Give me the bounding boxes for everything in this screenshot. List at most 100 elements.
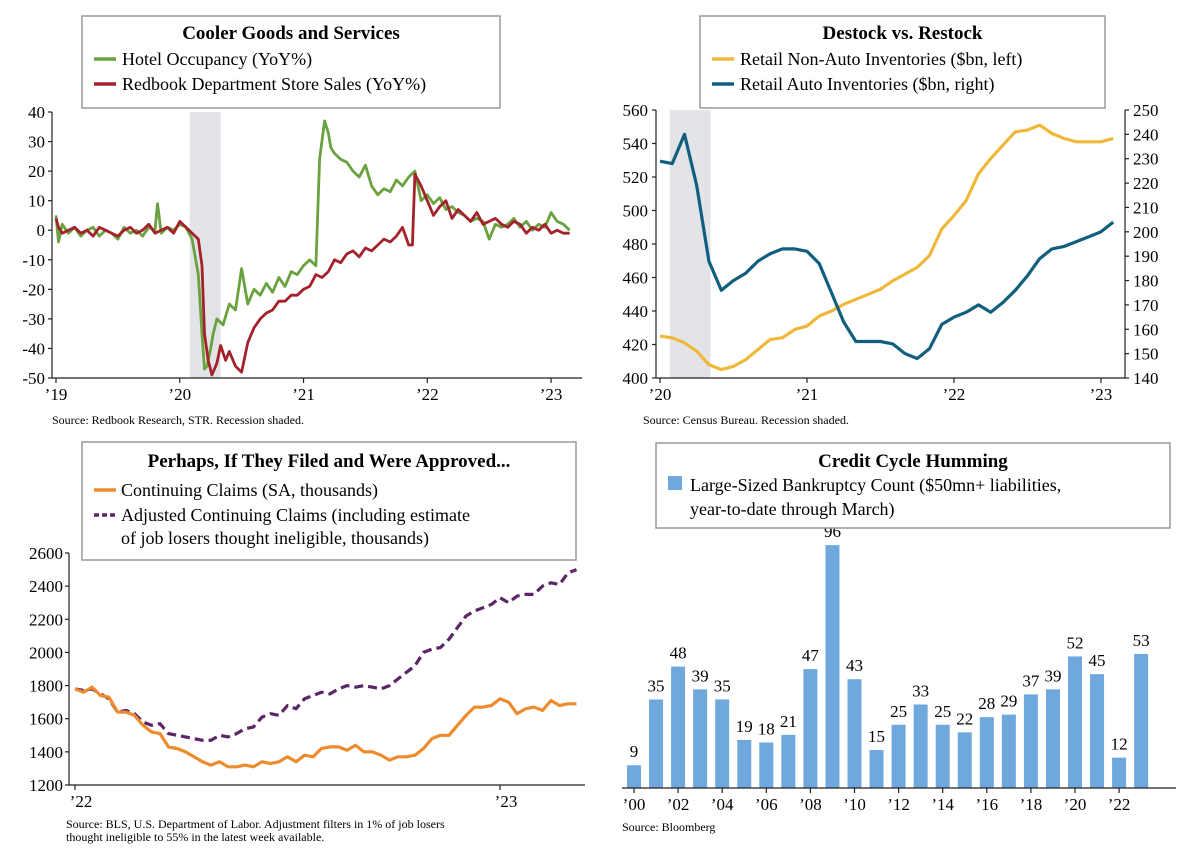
y-tick-label: 40 xyxy=(28,103,45,122)
chart-panel-goods-services: 40 30 20 10 0 -10 -20 -30 -40 -50’19 ’20 ’21 ’22 ’23 C… xyxy=(22,15,582,427)
bar-value-label: 53 xyxy=(1133,631,1150,650)
legend-label: year-to-date through March) xyxy=(690,499,895,520)
bar-value-label: 47 xyxy=(802,646,820,665)
y-tick-label: 2000 xyxy=(29,643,63,662)
x-tick-label: ’20 xyxy=(1064,795,1087,814)
bar xyxy=(715,699,730,788)
y-tick-label-right: 180 xyxy=(1133,272,1159,291)
legend-label-line: Adjusted Continuing Claims (including es… xyxy=(121,505,470,526)
x-tick-label: ’16 xyxy=(975,795,998,814)
bar xyxy=(979,717,994,788)
source-note: Source: BLS, U.S. Department of Labor. A… xyxy=(66,817,445,831)
source-note: Source: Redbook Research, STR. Recession… xyxy=(52,413,304,427)
bar-value-label: 25 xyxy=(934,702,951,721)
y-tick-label-right: 190 xyxy=(1133,247,1159,266)
bar-value-label: 52 xyxy=(1067,633,1084,652)
y-tick-label-right: 250 xyxy=(1133,101,1159,120)
bar-value-label: 35 xyxy=(714,676,731,695)
bar xyxy=(671,666,686,788)
bar xyxy=(957,732,972,788)
y-tick-label-left: 540 xyxy=(623,135,649,154)
bar-value-label: 39 xyxy=(1044,666,1061,685)
bar-value-label: 45 xyxy=(1089,651,1106,670)
bar xyxy=(1068,656,1082,788)
x-tick-label: ’18 xyxy=(1020,795,1043,814)
bar-value-label: 35 xyxy=(648,676,665,695)
bar xyxy=(1001,714,1016,788)
bar xyxy=(693,689,708,788)
x-tick-label: ’10 xyxy=(843,795,866,814)
y-tick-label: -40 xyxy=(22,339,45,358)
bar xyxy=(759,742,774,788)
bar-value-label: 18 xyxy=(758,719,775,738)
legend-label: Retail Auto Inventories ($bn, right) xyxy=(740,74,994,95)
y-tick-label-left: 480 xyxy=(623,235,649,254)
y-tick-label: 1400 xyxy=(29,743,63,762)
bar-value-label: 37 xyxy=(1022,671,1040,690)
y-tick-label: 2600 xyxy=(29,544,63,563)
bar-value-label: 21 xyxy=(780,712,797,731)
bar-value-label: 39 xyxy=(692,666,709,685)
bar xyxy=(781,734,796,788)
chart-panel-destock-restock: 560 540 520 500 480 460 440 420 400 250 240 230 220 2… xyxy=(623,15,1159,427)
x-tick-label: ’23 xyxy=(1090,385,1113,404)
x-tick-label: ’00 xyxy=(623,795,646,814)
bar xyxy=(869,750,884,788)
bar-value-label: 33 xyxy=(912,682,929,701)
y-tick-label: 2400 xyxy=(29,577,63,596)
x-tick-label: ’23 xyxy=(540,385,563,404)
bar xyxy=(935,724,950,788)
bar xyxy=(1090,674,1105,788)
y-tick-label: -20 xyxy=(22,280,45,299)
x-tick-label: ’19 xyxy=(45,385,68,404)
series-line-hotel-occupancy xyxy=(54,119,571,371)
bar-value-label: 43 xyxy=(846,656,863,675)
y-tick-label: 0 xyxy=(37,221,46,240)
bar xyxy=(1112,757,1127,788)
bar-value-label: 29 xyxy=(1000,692,1017,711)
bar xyxy=(825,545,840,788)
y-tick-label: 1800 xyxy=(29,677,63,696)
bar xyxy=(803,669,818,788)
bar xyxy=(627,765,641,788)
y-tick-label: -50 xyxy=(22,369,45,388)
y-tick-label-right: 140 xyxy=(1133,369,1159,388)
y-tick-label: 1200 xyxy=(29,776,63,795)
y-tick-label-left: 400 xyxy=(623,369,649,388)
y-tick-label-right: 220 xyxy=(1133,174,1159,193)
series-line-continuing-claims xyxy=(74,685,577,769)
y-tick-label-right: 230 xyxy=(1133,150,1159,169)
bar-value-label: 28 xyxy=(978,694,995,713)
bar xyxy=(891,724,906,788)
y-tick-label: 30 xyxy=(28,133,45,152)
x-tick-label: ’12 xyxy=(887,795,910,814)
y-tick-label-right: 200 xyxy=(1133,223,1159,242)
x-tick-label: ’02 xyxy=(667,795,690,814)
legend-swatch xyxy=(668,476,682,490)
bar xyxy=(649,699,664,788)
source-note: thought ineligible to 55% in the latest … xyxy=(66,830,324,844)
x-tick-label: ’04 xyxy=(711,795,734,814)
x-tick-label: ’22 xyxy=(1108,795,1131,814)
bar-value-label: 25 xyxy=(890,702,907,721)
y-tick-label: 2200 xyxy=(29,610,63,629)
y-tick-label-left: 440 xyxy=(623,302,649,321)
legend-box xyxy=(81,441,577,561)
chart-panel-continuing-claims: 2600 2400 2200 2000 1800 1600 1400 1200 ’22 ’23 Pe… xyxy=(29,441,585,844)
y-tick-label-left: 420 xyxy=(623,336,649,355)
series-line-auto-inventories xyxy=(659,132,1115,361)
y-tick-label: -30 xyxy=(22,310,45,329)
x-tick-label: ’20 xyxy=(649,385,672,404)
x-tick-label: ’21 xyxy=(292,385,315,404)
bar-value-label: 48 xyxy=(670,644,687,663)
legend-label: Redbook Department Store Sales (YoY%) xyxy=(122,74,426,95)
y-tick-label-left: 560 xyxy=(623,101,649,120)
bar xyxy=(737,739,752,788)
chart-title: Credit Cycle Humming xyxy=(818,451,1008,472)
y-tick-label-left: 500 xyxy=(623,202,649,221)
x-tick-label: ’20 xyxy=(168,385,191,404)
source-note: Source: Census Bureau. Recession shaded. xyxy=(643,413,849,427)
legend-label-line: of job losers thought ineligible, thousa… xyxy=(121,528,429,549)
bar xyxy=(1134,653,1149,788)
